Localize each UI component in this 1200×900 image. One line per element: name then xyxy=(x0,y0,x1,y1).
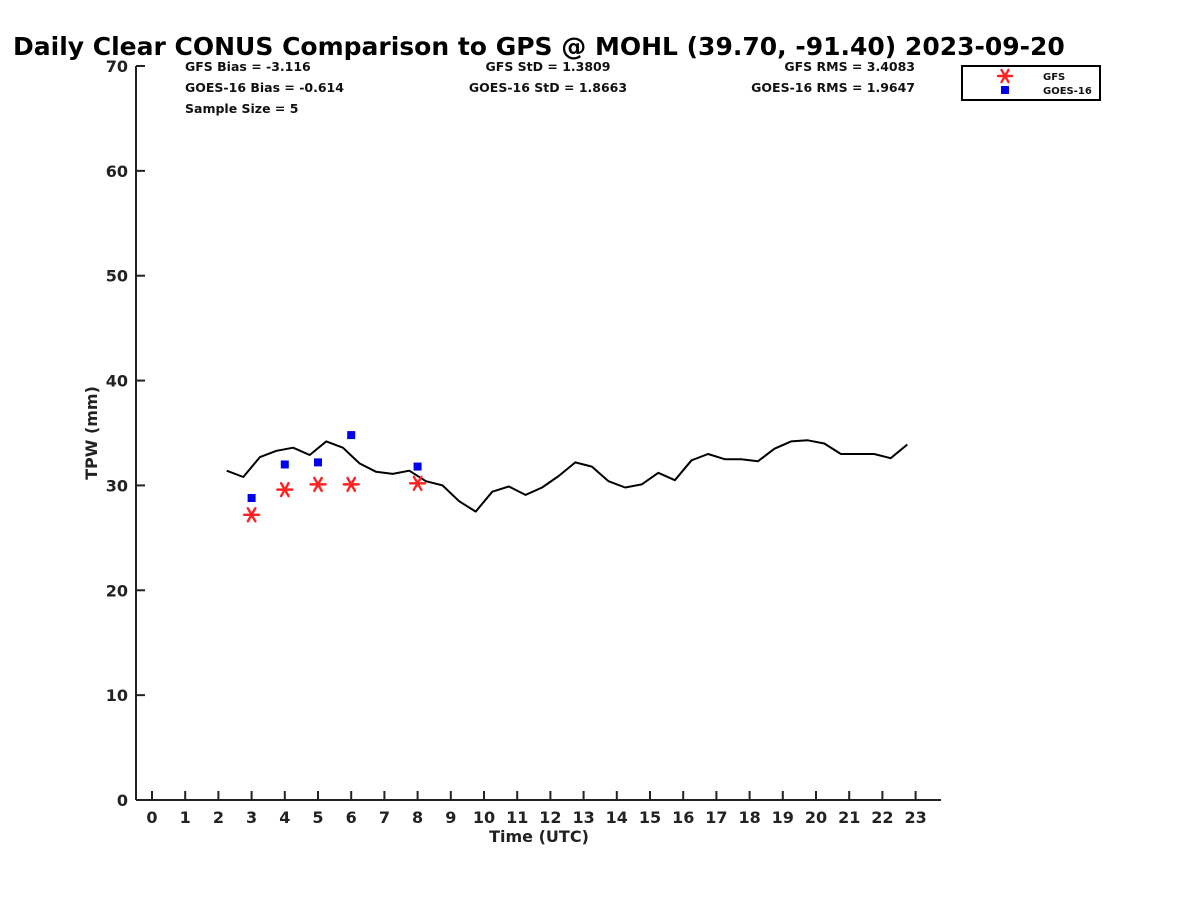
x-tick-label: 16 xyxy=(672,808,694,827)
gfs-point xyxy=(309,476,327,493)
x-tick-label: 20 xyxy=(805,808,827,827)
x-tick-label: 4 xyxy=(279,808,290,827)
gfs-point xyxy=(242,507,261,523)
x-tick-label: 3 xyxy=(246,808,257,827)
x-tick-label: 7 xyxy=(379,808,390,827)
stat-text: GOES-16 Bias = -0.614 xyxy=(185,80,344,95)
legend-box xyxy=(961,65,1101,101)
y-tick-label: 50 xyxy=(106,267,128,286)
x-axis-label: Time (UTC) xyxy=(489,827,589,846)
statistics-block: GFS Bias = -3.116 GFS StD = 1.3809 GFS RMS… xyxy=(185,59,915,116)
x-tick-label: 17 xyxy=(705,808,727,827)
y-tick-label: 0 xyxy=(117,791,128,810)
y-tick-label: 30 xyxy=(106,476,128,495)
goes16-point xyxy=(247,494,256,503)
legend-goes16-marker xyxy=(1001,86,1009,94)
goes16-point xyxy=(347,431,356,440)
x-tick-label: 5 xyxy=(312,808,323,827)
stat-text: Sample Size = 5 xyxy=(185,101,298,116)
gfs-point xyxy=(342,476,360,493)
chart-title: Daily Clear CONUS Comparison to GPS @ MO… xyxy=(13,32,1065,61)
legend-label: GOES-16 xyxy=(1043,86,1092,97)
gfs-point xyxy=(276,481,294,498)
stat-text: GFS Bias = -3.116 xyxy=(185,59,311,74)
x-tick-label: 13 xyxy=(572,808,594,827)
x-tick-label: 1 xyxy=(180,808,191,827)
x-tick-label: 11 xyxy=(506,808,528,827)
y-tick-label: 60 xyxy=(106,162,128,181)
y-tick-label: 40 xyxy=(106,372,128,391)
stat-text: GOES-16 StD = 1.8663 xyxy=(469,80,627,95)
plot-marks xyxy=(226,431,908,523)
x-tick-label: 6 xyxy=(346,808,357,827)
goes16-point xyxy=(280,460,289,469)
x-tick-label: 9 xyxy=(445,808,456,827)
stat-text: GFS RMS = 3.4083 xyxy=(784,59,915,74)
x-tick-label: 18 xyxy=(738,808,760,827)
legend: GFS GOES-16 xyxy=(961,65,1101,101)
legend-gfs-marker xyxy=(996,68,1014,84)
x-tick-label: 12 xyxy=(539,808,561,827)
legend-label: GFS xyxy=(1043,72,1065,83)
x-tick-label: 22 xyxy=(871,808,893,827)
stat-text: GOES-16 RMS = 1.9647 xyxy=(751,80,915,95)
x-tick-label: 14 xyxy=(606,808,628,827)
y-tick-label: 10 xyxy=(106,686,128,705)
x-tick-label: 8 xyxy=(412,808,423,827)
y-tick-label: 70 xyxy=(106,57,128,76)
y-tick-label: 20 xyxy=(106,581,128,600)
goes16-point xyxy=(314,458,322,467)
stat-text: GFS StD = 1.3809 xyxy=(486,59,611,74)
x-tick-label: 19 xyxy=(772,808,794,827)
x-tick-label: 15 xyxy=(639,808,661,827)
x-tick-label: 0 xyxy=(146,808,157,827)
x-tick-label: 21 xyxy=(838,808,860,827)
goes16-point xyxy=(413,462,422,471)
gps-series-line xyxy=(226,439,908,513)
y-axis-label: TPW (mm) xyxy=(82,386,101,480)
gfs-point xyxy=(408,475,427,492)
x-tick-label: 10 xyxy=(473,808,495,827)
x-tick-label: 23 xyxy=(904,808,926,827)
x-tick-label: 2 xyxy=(213,808,224,827)
